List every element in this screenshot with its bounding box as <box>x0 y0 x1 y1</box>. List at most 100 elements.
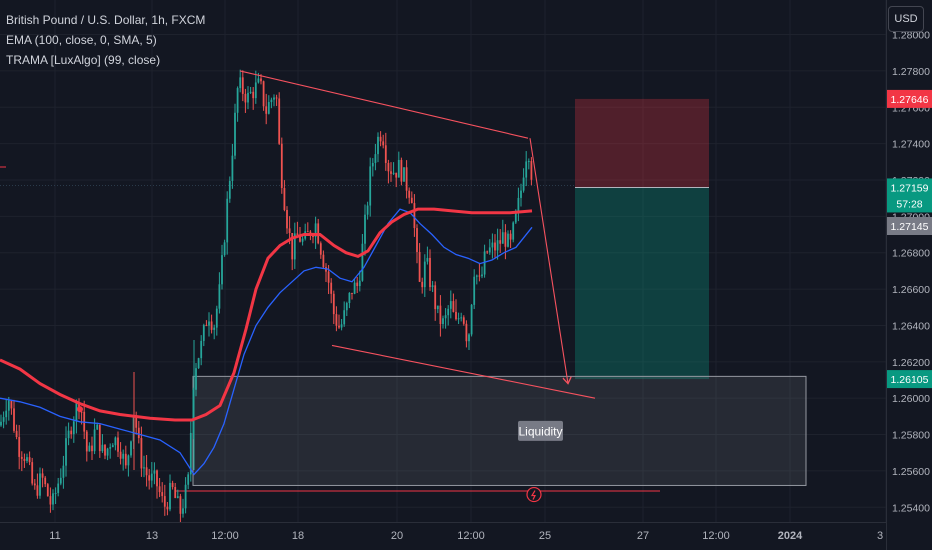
candle-body <box>210 321 213 330</box>
candle-body <box>0 421 2 426</box>
candle-body <box>202 325 205 341</box>
time-tick-label: 11 <box>49 530 60 542</box>
candle-body <box>457 318 460 320</box>
take-profit-zone <box>575 187 709 380</box>
price-badge <box>887 89 932 108</box>
candle-body <box>465 323 468 342</box>
indicator-lines <box>0 207 533 476</box>
candle-body <box>57 483 60 493</box>
chart-legend: British Pound / U.S. Dollar, 1h, FXCM EM… <box>6 10 205 70</box>
candle-body <box>44 477 47 485</box>
time-tick-label: 27 <box>637 530 649 542</box>
candle-body <box>20 456 23 459</box>
candle-body <box>429 257 431 288</box>
currency-button[interactable]: USD <box>888 6 924 32</box>
candle-body <box>293 233 296 260</box>
candle-body <box>124 453 127 466</box>
candle-body <box>15 430 18 438</box>
time-tick-label: 20 <box>391 530 403 542</box>
candle-body <box>249 91 252 93</box>
candle-body <box>332 293 335 315</box>
alert-icon <box>526 486 542 503</box>
candle-body <box>444 315 447 319</box>
candle-body <box>119 451 122 459</box>
candle-body <box>114 437 117 446</box>
candle-body <box>322 254 325 268</box>
candle-body <box>109 447 112 449</box>
candle-body <box>252 91 255 99</box>
trendline <box>239 70 529 139</box>
candle-body <box>106 448 109 456</box>
candle-body <box>501 232 504 244</box>
candle-body <box>395 172 398 178</box>
candle-body <box>520 190 522 198</box>
price-axis[interactable]: 1.280001.278001.276001.274001.272001.270… <box>886 0 932 550</box>
candle-body <box>478 275 481 277</box>
candle-body <box>176 496 179 498</box>
time-tick-label: 12:00 <box>457 530 485 542</box>
candle-body <box>148 475 151 481</box>
price-badge-label: 1.26105 <box>891 374 929 386</box>
candle-body <box>377 136 379 155</box>
candle-body <box>85 431 88 452</box>
candle-body <box>405 167 408 191</box>
candle-body <box>158 486 161 493</box>
candle-body <box>447 308 450 316</box>
candle-body <box>486 251 489 253</box>
price-badge <box>887 370 932 389</box>
candle-body <box>161 492 164 497</box>
candle-body <box>280 143 283 188</box>
candle-body <box>392 172 395 174</box>
candle-body <box>483 251 486 275</box>
candle-body <box>192 389 195 433</box>
candle-body <box>387 162 390 172</box>
candle-body <box>369 166 372 206</box>
candle-body <box>278 98 281 144</box>
candle-body <box>236 88 239 113</box>
candle-body <box>54 492 57 494</box>
legend-ema[interactable]: EMA (100, close, 0, SMA, 5) <box>6 33 157 47</box>
trama-line <box>0 207 533 422</box>
candle-body <box>338 325 340 328</box>
time-tick-label: 18 <box>292 530 304 542</box>
candle-body <box>384 145 387 163</box>
candle-body <box>361 243 364 281</box>
candle-body <box>247 92 249 103</box>
candle-body <box>130 441 132 456</box>
legend-trama[interactable]: TRAMA [LuxAlgo] (99, close) <box>6 53 161 67</box>
candle-body <box>28 457 31 463</box>
candle-body <box>5 410 8 418</box>
candle-body <box>306 231 309 233</box>
candle-body <box>343 310 346 325</box>
candle-body <box>525 161 528 178</box>
candle-body <box>104 444 106 456</box>
legend-symbol[interactable]: British Pound / U.S. Dollar, 1h, FXCM <box>6 13 206 27</box>
candle-body <box>299 234 301 242</box>
candle-body <box>67 430 70 439</box>
candle-body <box>296 233 299 235</box>
candle-body <box>187 474 190 485</box>
candle-body <box>2 417 5 422</box>
price-tick-label: 1.26600 <box>892 284 930 296</box>
candle-body <box>504 232 507 247</box>
candle-body <box>335 314 338 326</box>
candle-body <box>65 438 67 466</box>
candle-body <box>494 242 496 251</box>
candle-body <box>195 368 197 390</box>
candle-body <box>166 506 169 510</box>
candle-body <box>143 467 145 469</box>
candle-body <box>169 482 171 510</box>
candle-body <box>70 430 73 435</box>
candle-body <box>91 445 93 452</box>
candle-body <box>319 243 322 255</box>
candles <box>0 69 533 523</box>
candle-body <box>340 324 343 328</box>
time-axis[interactable]: 11 13 12:00 18 20 12:00 25 27 12:00 2024 3 <box>0 522 886 543</box>
candle-body <box>153 470 156 474</box>
candle-body <box>140 438 143 469</box>
candle-body <box>226 198 229 243</box>
candle-body <box>254 82 257 99</box>
candle-body <box>262 81 265 107</box>
